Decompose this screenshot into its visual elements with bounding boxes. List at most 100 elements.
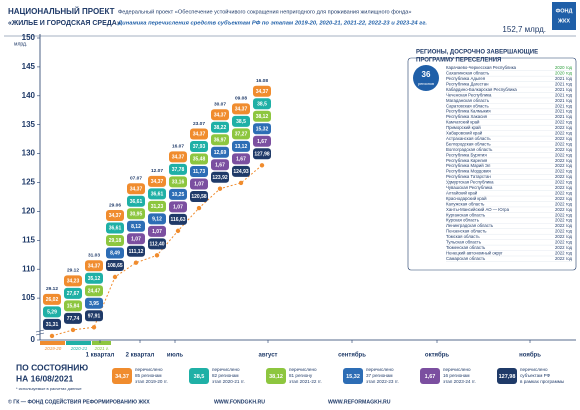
region-name: Республика Дагестан xyxy=(446,81,489,86)
regions-title: РЕГИОНЫ, ДОСРОЧНО ЗАВЕРШАЮЩИЕ xyxy=(416,50,538,56)
column-date: 16.07 xyxy=(172,144,184,150)
segment-label: 27,67 xyxy=(67,291,80,297)
region-name: Саратовская область xyxy=(446,103,489,108)
region-year: 2022 год xyxy=(555,234,573,239)
region-name: Курганская область xyxy=(446,212,486,217)
region-year: 2021 год xyxy=(555,103,573,108)
segment-pill xyxy=(43,306,61,318)
column-date: 29.12 xyxy=(46,286,58,292)
segment-pill xyxy=(211,146,229,158)
segment-pill xyxy=(106,210,124,222)
x-tick-label: октябрь xyxy=(425,352,449,359)
segment-pill xyxy=(253,123,271,135)
legend-value: 127,98 xyxy=(499,374,516,380)
total-label: 97,91 xyxy=(88,313,101,319)
segment-label: 34,23 xyxy=(67,279,80,285)
x-tick-label: август xyxy=(259,353,278,359)
footer-text: WWW.FONDGKH.RU xyxy=(214,399,265,405)
region-name: Хабаровский край xyxy=(446,131,483,136)
total-dot xyxy=(49,333,55,339)
region-name: Курская область xyxy=(446,218,480,223)
segment-pill xyxy=(169,163,187,175)
legend-text: перечислено xyxy=(443,367,471,372)
segment-label: 34,37 xyxy=(130,186,143,192)
segment-label: 38,22 xyxy=(214,125,227,131)
total-dot xyxy=(133,260,139,265)
region-year: 2022 год xyxy=(555,131,573,136)
legend-pill xyxy=(266,368,286,384)
total-pill xyxy=(253,148,271,160)
y-tick-label: 135 xyxy=(22,120,36,129)
column-date: 29.12 xyxy=(67,268,79,274)
segment-label: 38,5 xyxy=(257,101,267,107)
region-name: Республика Марий Эл xyxy=(446,163,491,168)
legend-pill xyxy=(112,368,132,384)
region-year: 2022 год xyxy=(555,196,573,201)
segment-pill xyxy=(85,272,103,284)
region-name: Белгородская область xyxy=(446,141,491,146)
y-tick-label: 125 xyxy=(22,178,36,187)
segment-label: 5,29 xyxy=(47,310,57,316)
region-year: 2022 год xyxy=(555,207,573,212)
segment-label: 38,12 xyxy=(256,114,269,120)
legend-text: 85 регионам xyxy=(135,373,162,378)
region-year: 2021 год xyxy=(555,109,573,114)
legend-text: перечислено xyxy=(366,367,394,372)
x-tick-label: 1 квартал xyxy=(86,353,115,359)
segment-pill xyxy=(148,175,166,187)
y-tick-label: 115 xyxy=(22,235,35,244)
segment-pill xyxy=(127,183,145,195)
region-year: 2022 год xyxy=(555,240,573,245)
segment-pill xyxy=(232,140,250,152)
column-date: 09.08 xyxy=(235,96,247,102)
segment-label: 31,23 xyxy=(151,204,164,210)
region-name: Республика Хакасия xyxy=(446,114,488,119)
segment-label: 24,47 xyxy=(88,288,101,294)
segment-pill xyxy=(127,195,145,207)
legend-text: перечислено xyxy=(212,367,240,372)
segment-pill xyxy=(85,260,103,272)
grand-total: 152,7 млрд. xyxy=(502,25,546,34)
region-year: 2021 год xyxy=(555,76,573,81)
segment-pill xyxy=(169,151,187,163)
segment-pill xyxy=(148,188,166,200)
status: НА 16/08/2021 xyxy=(16,373,73,383)
segment-label: 12,69 xyxy=(214,150,227,156)
region-year: 2022 год xyxy=(555,180,573,185)
subtitle: Динамика перечисления средств субъектам … xyxy=(117,20,427,27)
legend-text: 81 региону xyxy=(289,373,313,378)
region-name: Приморский край xyxy=(446,125,481,130)
y-unit: млрд. xyxy=(14,41,27,47)
region-name: Томская область xyxy=(446,234,480,239)
segment-label: 1,07 xyxy=(152,229,162,235)
logo-box xyxy=(552,2,576,30)
segment-label: 34,37 xyxy=(256,89,269,95)
x-tick-label: июль xyxy=(167,353,183,359)
region-year: 2022 год xyxy=(555,190,573,195)
region-name: Магаданская область xyxy=(446,98,490,103)
region-name: Краснодарский край xyxy=(446,196,487,201)
legend-text: перечислено xyxy=(135,367,163,372)
total-label: 127,98 xyxy=(254,151,270,157)
region-count-label: регионов xyxy=(418,82,434,86)
stage-band xyxy=(92,341,111,345)
region-name: Алтайский край xyxy=(446,190,478,195)
region-name: Астраханская область xyxy=(446,136,491,141)
segment-pill xyxy=(64,287,82,299)
segment-pill xyxy=(85,297,103,309)
legend-pill xyxy=(420,368,440,384)
total-dot xyxy=(91,325,97,330)
total-dot xyxy=(259,163,265,168)
region-name: Самарская область xyxy=(446,256,486,261)
total-label: 123,92 xyxy=(212,175,228,181)
total-pill xyxy=(148,238,166,250)
segment-pill xyxy=(190,153,208,165)
total-pill xyxy=(106,260,124,272)
segment-pill xyxy=(190,141,208,153)
segment-label: 34,37 xyxy=(88,263,101,269)
legend-text: перечислено xyxy=(520,367,548,372)
legend-text: субъектам РФ xyxy=(520,373,551,378)
segment-pill xyxy=(232,103,250,115)
segment-label: 10,25 xyxy=(172,192,185,198)
column-date: 12.07 xyxy=(151,168,163,174)
